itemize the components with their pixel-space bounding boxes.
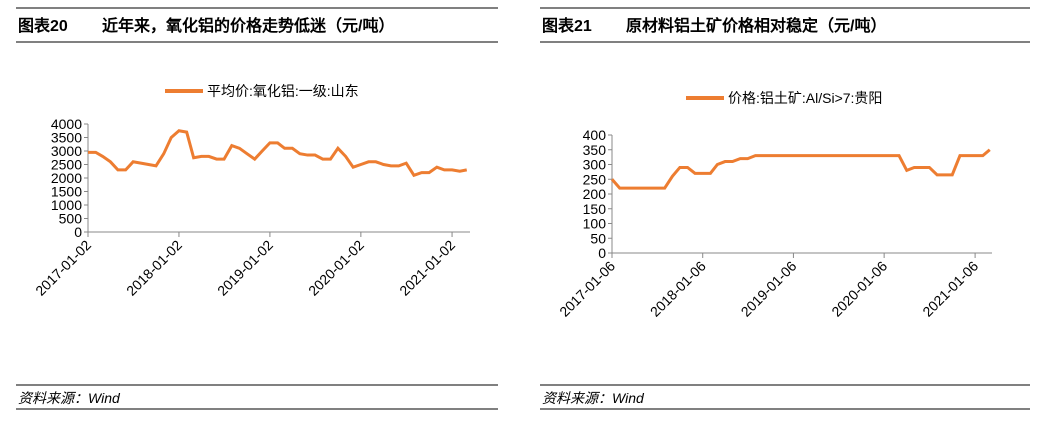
y-tick-label: 0 (598, 245, 606, 261)
source: 资料来源：Wind (18, 390, 121, 406)
y-tick-label: 4000 (51, 116, 82, 132)
x-tick-label: 2018-01-02 (123, 237, 185, 299)
y-tick-label: 3000 (51, 143, 82, 159)
y-tick-label: 300 (583, 157, 607, 173)
y-tick-label: 200 (583, 186, 607, 202)
y-tick-label: 1000 (51, 197, 82, 213)
legend-label: 价格:铝土矿:Al/Si>7:贵阳 (728, 90, 882, 106)
x-tick-label: 2021-01-02 (396, 237, 458, 299)
y-tick-label: 2500 (51, 157, 82, 173)
x-tick-label: 2017-01-06 (556, 258, 618, 320)
y-tick-label: 2000 (51, 170, 82, 186)
figure-number: 图表21 (542, 16, 592, 35)
y-tick-label: 500 (59, 211, 83, 227)
y-tick-label: 350 (583, 142, 607, 158)
y-tick-label: 1500 (51, 184, 82, 200)
x-tick-label: 2018-01-06 (647, 258, 709, 320)
y-tick-label: 50 (590, 230, 606, 246)
line (610, 148, 991, 190)
x-tick-label: 2017-01-02 (32, 237, 94, 299)
figure-title: 近年来，氧化铝的价格走势低迷（元/吨） (102, 16, 394, 35)
y-tick-label: 150 (583, 201, 607, 217)
x-tick-label: 2021-01-06 (919, 258, 981, 320)
y-tick-label: 0 (74, 224, 82, 240)
x-tick-label: 2019-01-06 (738, 258, 800, 320)
y-tick-label: 100 (583, 216, 607, 232)
x-tick-label: 2019-01-02 (214, 237, 276, 299)
y-tick-label: 3500 (51, 130, 82, 146)
legend-label: 平均价:氧化铝:一级:山东 (207, 83, 359, 99)
y-tick-label: 250 (583, 171, 607, 187)
figure-title: 原材料铝土矿价格相对稳定（元/吨） (626, 16, 886, 35)
y-tick-label: 400 (583, 127, 607, 143)
line (88, 129, 468, 178)
source: 资料来源：Wind (542, 390, 645, 406)
figure-number: 图表20 (18, 16, 68, 35)
x-tick-label: 2020-01-06 (828, 258, 890, 320)
x-tick-label: 2020-01-02 (305, 237, 367, 299)
